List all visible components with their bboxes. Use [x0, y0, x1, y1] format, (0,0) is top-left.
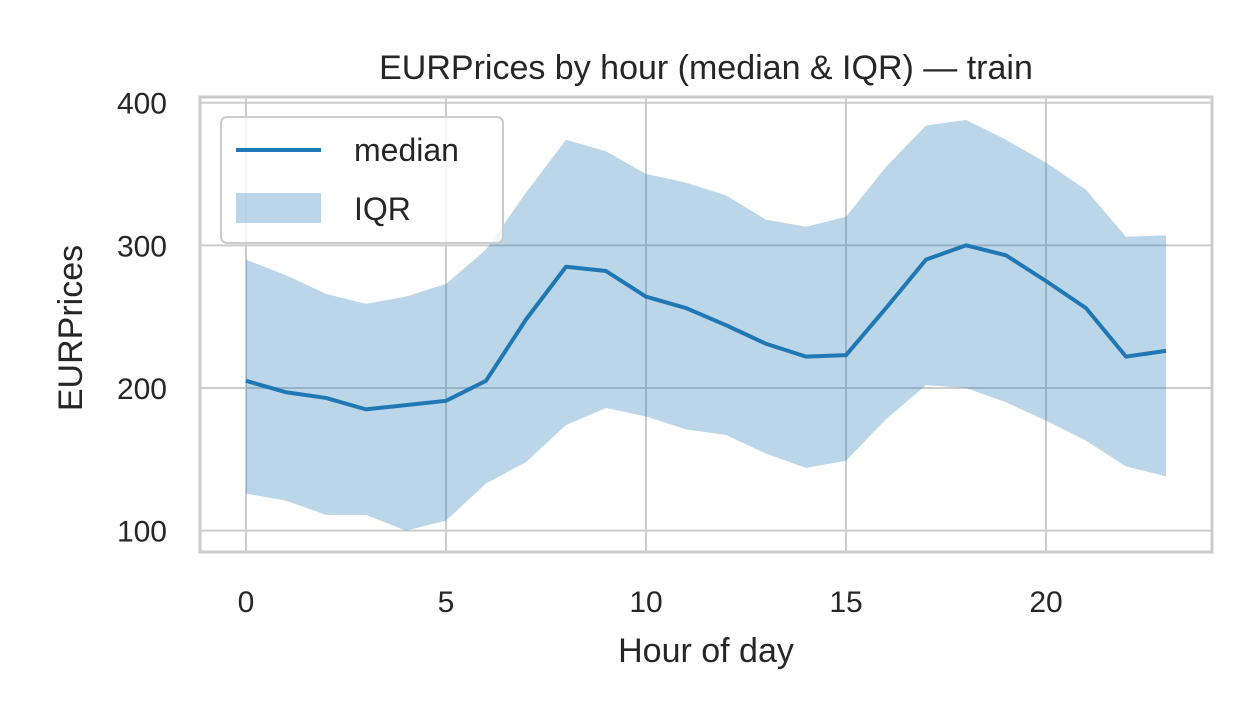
- y-tick-label: 400: [117, 88, 167, 121]
- x-tick-labels: 0 5 10 15 20: [238, 586, 1063, 619]
- median-line-layer: [245, 243, 1167, 412]
- x-tick-label: 0: [238, 586, 255, 619]
- legend-iqr-label: IQR: [354, 191, 411, 227]
- y-tick-label: 200: [117, 373, 167, 406]
- plot-frame: [198, 95, 1214, 554]
- legend-median-label: median: [354, 132, 459, 168]
- chart-title: EURPrices by hour (median & IQR) — train: [379, 49, 1033, 87]
- x-tick-label: 10: [629, 586, 662, 619]
- median-line: [245, 243, 1167, 412]
- legend: median IQR: [220, 116, 504, 244]
- x-tick-label: 15: [829, 586, 862, 619]
- iqr-band-layer: [246, 119, 1166, 531]
- y-tick-label: 100: [117, 516, 167, 549]
- y-axis-label: EURPrices: [52, 245, 90, 411]
- x-axis-label: Hour of day: [618, 632, 794, 670]
- x-tick-label: 20: [1029, 586, 1062, 619]
- iqr-band: [246, 119, 1166, 531]
- x-tick-label: 5: [438, 586, 455, 619]
- y-tick-labels: 100 200 300 400: [117, 88, 167, 549]
- y-tick-label: 300: [117, 230, 167, 263]
- legend-iqr-swatch: [236, 193, 321, 223]
